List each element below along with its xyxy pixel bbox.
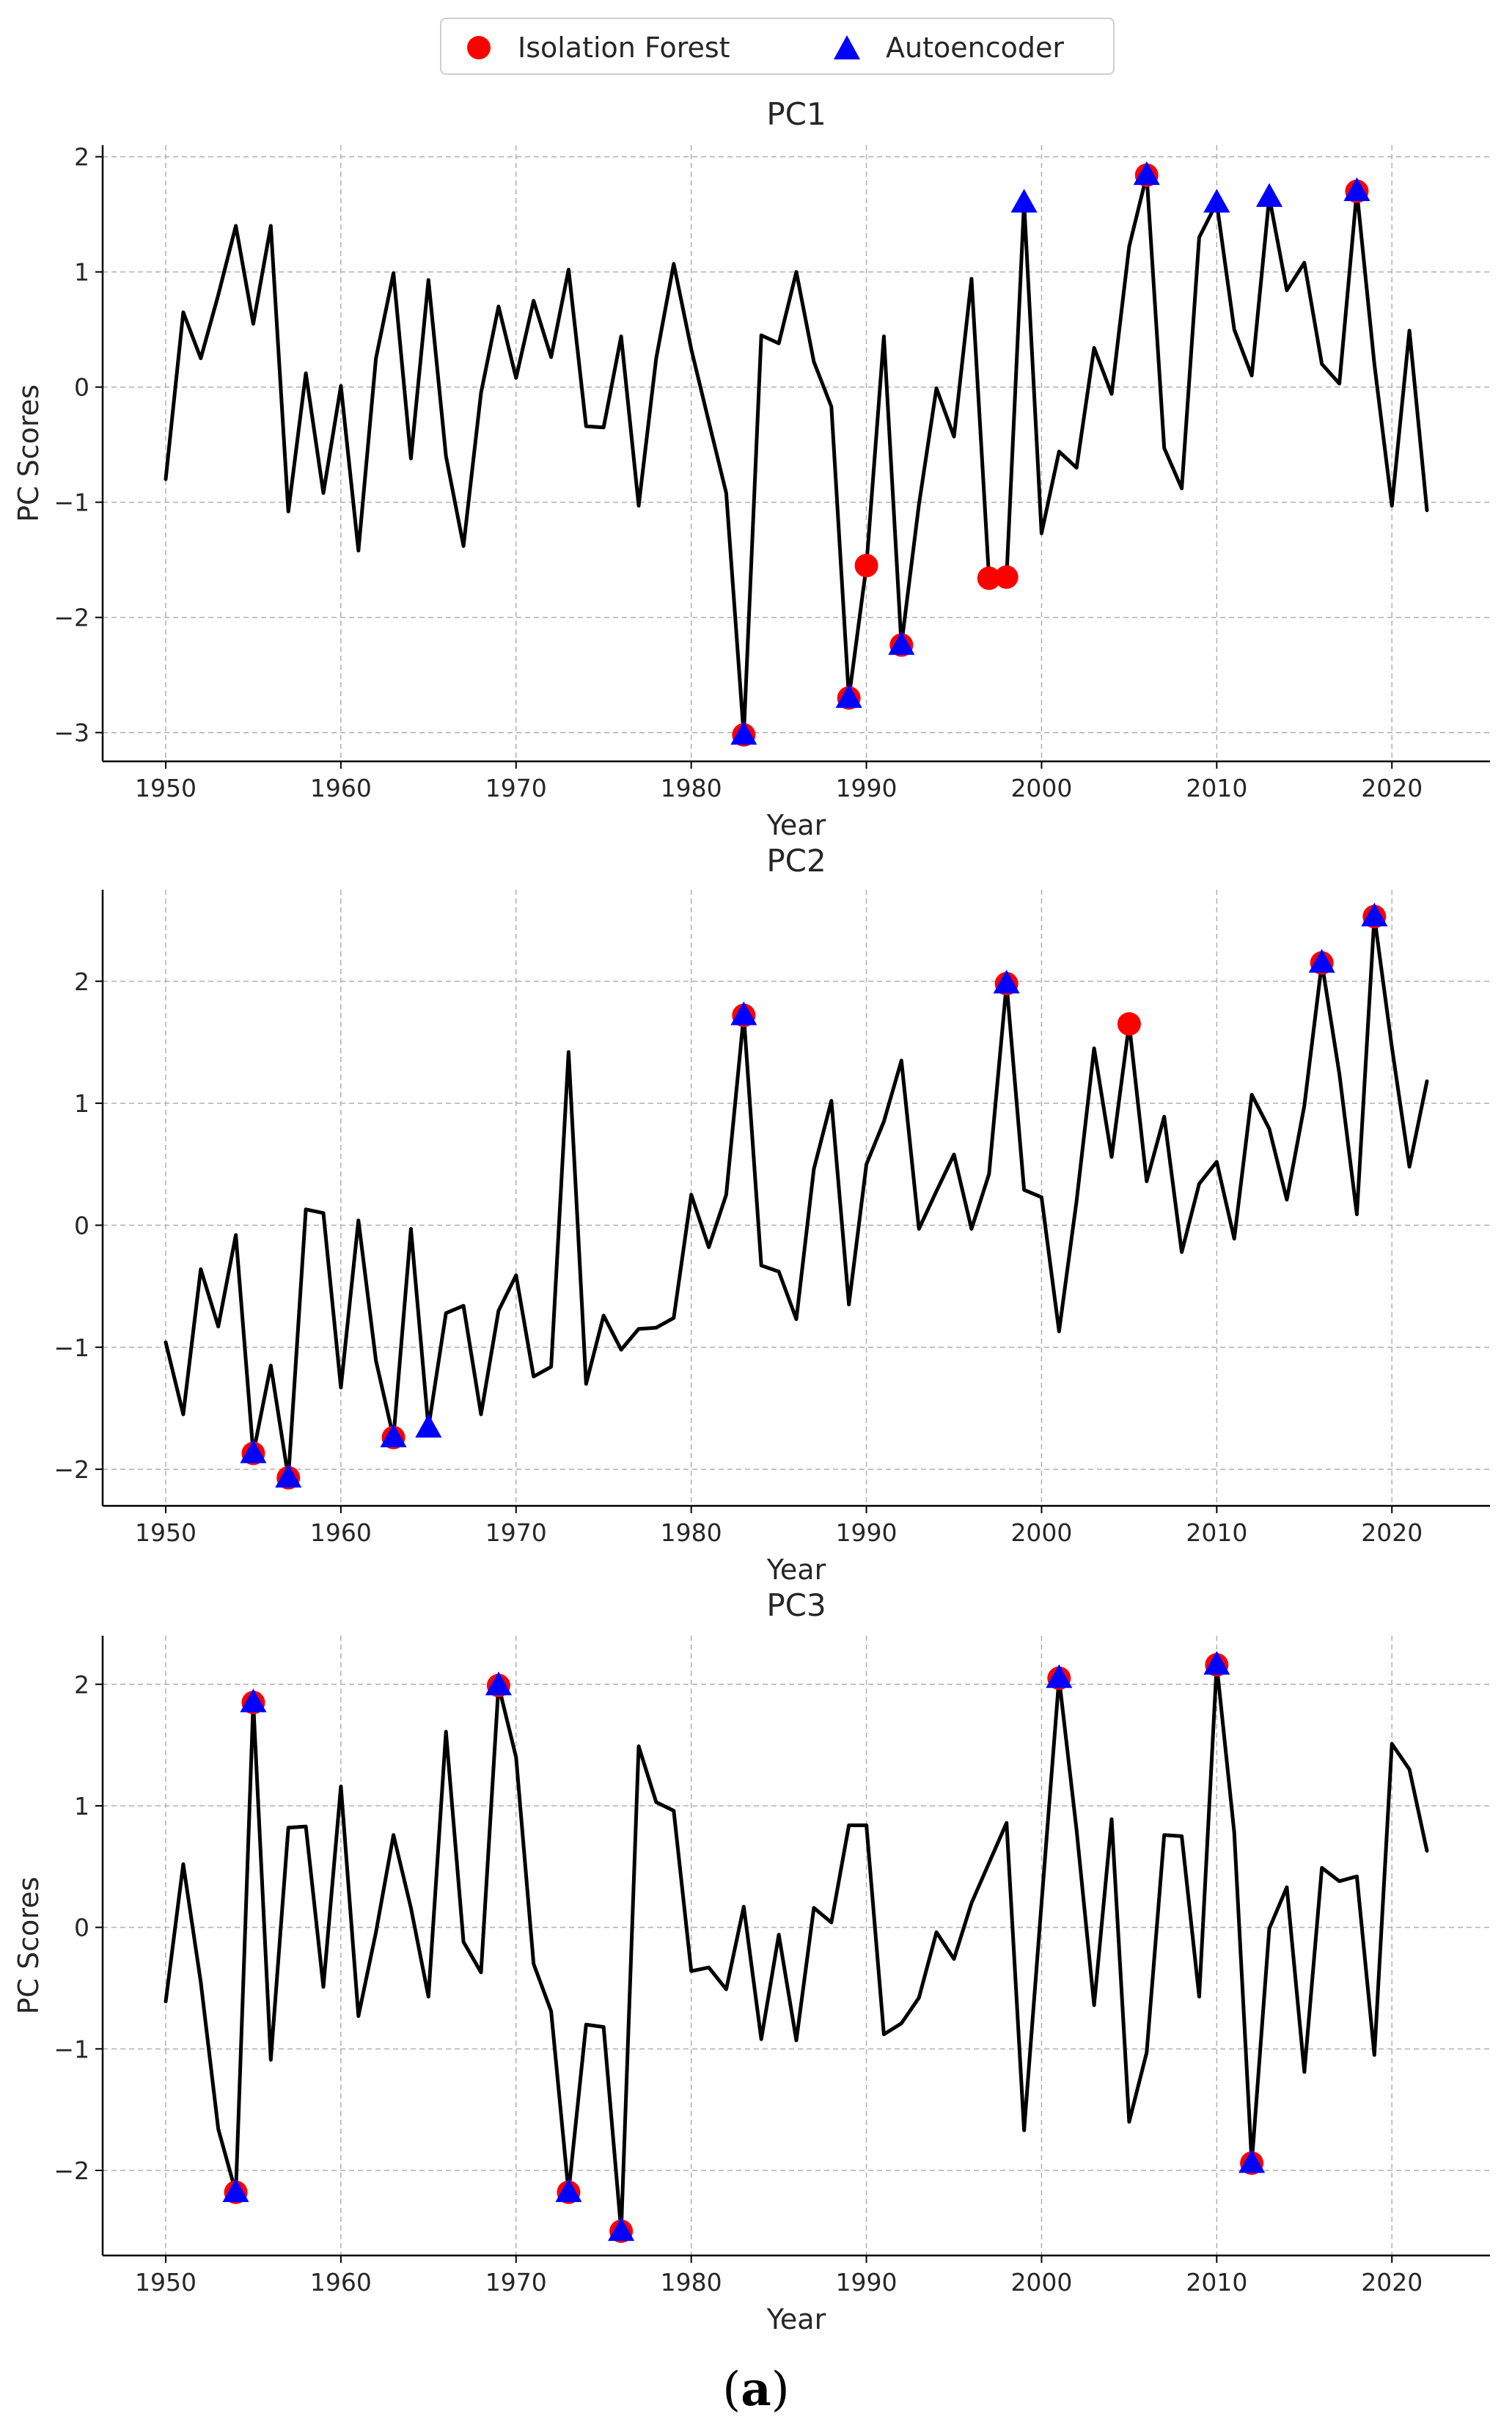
x-tick-label: 1990 [836,774,898,802]
autoencoder-point [1133,161,1160,186]
chart-pc3: 1950 1960 1970 1980 1990 2000 2010 2020 −2 −1 0 1 2 P… [12,1587,1490,2335]
autoencoder-point [1010,189,1038,213]
y-axis-label: PC Scores [12,384,45,522]
x-axis-label: Year [766,809,826,841]
autoencoder-point [1361,902,1388,926]
sublabel-open: ( [722,2363,741,2417]
autoencoder-point [1308,948,1335,973]
x-tick-label: 2020 [1361,2268,1423,2297]
x-axis-label: Year [766,1554,826,1586]
x-tick-label: 2010 [1186,774,1247,802]
y-tick-label: 0 [74,373,89,402]
x-tick-label: 2000 [1010,774,1072,802]
autoencoder-point [608,2217,635,2242]
y-tick-label: 1 [74,258,89,287]
y-tick-label: −2 [54,604,89,632]
x-tick-label: 1960 [310,1518,372,1547]
x-tick-label: 1970 [485,2268,547,2297]
legend-item-isolation-forest: Isolation Forest [460,29,730,66]
y-tick-label: −2 [54,1455,89,1484]
isolation-forest-point [1117,1011,1141,1036]
sublabel-letter: a [741,2362,771,2417]
x-tick-label: 1990 [836,2268,898,2297]
series-line-pc2 [164,915,1429,1480]
x-tick-label: 1980 [661,1518,722,1547]
series-line-pc1 [164,173,1429,737]
isolation-forest-point [994,565,1019,589]
circle-marker-icon [467,36,491,59]
y-tick-label: 2 [74,967,89,996]
y-tick-label: −1 [54,1333,89,1362]
chart-title: PC3 [766,1587,826,1623]
isolation-forest-point [977,566,1001,590]
autoencoder-point [555,2178,582,2203]
autoencoder-point [835,684,862,708]
autoencoder-point [1343,177,1370,202]
y-tick-label: −2 [54,2156,89,2185]
figure-sublabel: (a) [0,2362,1512,2417]
y-tick-label: 0 [74,1914,89,1942]
autoencoder-point [380,1423,407,1448]
autoencoder-point [1255,183,1283,207]
x-tick-label: 2020 [1361,774,1423,802]
x-tick-label: 1970 [485,1518,547,1547]
x-tick-label: 2020 [1361,1518,1423,1547]
y-tick-label: 1 [74,1089,89,1118]
x-tick-label: 1970 [485,774,547,802]
chart-title: PC1 [766,96,826,132]
y-tick-label: 1 [74,1792,89,1821]
y-axis-label: PC Scores [12,1877,45,2015]
y-tick-label: −3 [54,719,89,747]
triangle-marker-icon [834,35,860,59]
autoencoder-point [222,2178,249,2203]
y-tick-label: −1 [54,2035,89,2063]
x-tick-label: 2010 [1186,1518,1247,1547]
autoencoder-point [275,1463,302,1488]
x-tick-label: 1950 [135,774,197,802]
autoencoder-point [415,1413,442,1438]
x-tick-label: 2000 [1010,1518,1072,1547]
autoencoder-point [730,1001,757,1025]
autoencoder-point [993,970,1020,994]
autoencoder-point [240,1689,267,1713]
chart-title: PC2 [766,843,826,879]
autoencoder-point [730,720,757,745]
isolation-forest-point [854,554,878,578]
chart-pc2: 1950 1960 1970 1980 1990 2000 2010 2020 −2 −1 0 1 2 P… [54,843,1490,1586]
autoencoder-point [1046,1664,1073,1689]
legend-label-autoencoder: Autoencoder [886,32,1064,64]
x-tick-label: 1960 [310,2268,372,2297]
x-tick-label: 1980 [661,774,722,802]
y-tick-label: 2 [74,143,89,172]
x-tick-label: 1990 [836,1518,898,1547]
x-tick-label: 1960 [310,774,372,802]
autoencoder-point [240,1439,267,1463]
x-tick-label: 2010 [1186,2268,1247,2297]
autoencoder-point [485,1671,512,1696]
y-tick-label: 0 [74,1211,89,1240]
sublabel-close: ) [771,2363,790,2417]
autoencoder-point [1238,2149,1266,2173]
x-tick-label: 1950 [135,2268,197,2297]
autoencoder-point [1203,189,1230,213]
legend-label-isolation-forest: Isolation Forest [518,32,730,64]
chart-pc1: 1950 1960 1970 1980 1990 2000 2010 2020 −3 −2 −1 0 1… [12,96,1490,841]
x-axis-label: Year [766,2303,826,2335]
legend-item-autoencoder: Autoencoder [829,29,1064,66]
x-tick-label: 1950 [135,1518,197,1547]
series-line-pc3 [164,1663,1429,2233]
y-tick-label: −1 [54,489,89,517]
y-tick-label: 2 [74,1670,89,1699]
x-tick-label: 2000 [1010,2268,1072,2297]
x-tick-label: 1980 [661,2268,722,2297]
autoencoder-point [888,631,915,655]
legend: Isolation Forest Autoencoder [440,18,1115,75]
autoencoder-point [1203,1650,1230,1675]
